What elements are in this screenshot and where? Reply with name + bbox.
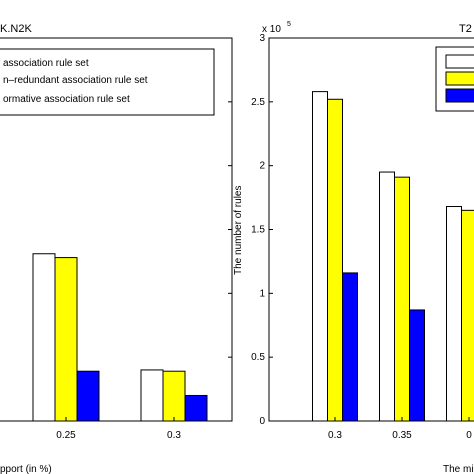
right-legend — [435, 46, 474, 112]
left-legend-box — [0, 48, 215, 116]
right-y-tick-label: 1.5 — [251, 225, 265, 236]
right-x-tick-label: 0 — [466, 430, 472, 441]
right-y-ticks: 0 0.5 1 1.5 2 2.5 3 — [251, 33, 273, 427]
right-y-tick-label: 0.5 — [251, 352, 265, 363]
right-bars — [312, 91, 474, 422]
right-y-tick-label: 3 — [259, 33, 265, 44]
right-bar-0-series-1 — [446, 206, 462, 422]
left-bar-0.3-series-1 — [140, 369, 164, 422]
legend-swatch-3 — [445, 88, 474, 103]
right-chart-title: T2 — [459, 23, 472, 35]
left-x-tick-label: 0.3 — [167, 430, 181, 441]
right-y-axis-label: The number of rules — [233, 186, 244, 276]
left-chart-title: K.N2K — [0, 23, 32, 35]
left-bars — [32, 253, 208, 422]
right-bar-0.3-series-3 — [342, 272, 358, 422]
legend-entry-1: association rule set — [3, 58, 89, 69]
right-x-tick-label: 0.35 — [392, 430, 412, 441]
right-y-exponent: 5 — [287, 21, 291, 28]
right-x-axis-label: The mi — [443, 464, 474, 474]
right-bar-0.35-series-2 — [394, 176, 410, 422]
right-y-multiplier: x 10 — [262, 24, 281, 35]
legend-entry-2: n–redundant association rule set — [3, 75, 148, 86]
right-y-tick-label: 1 — [259, 288, 265, 299]
right-bar-0.3-series-1 — [312, 91, 328, 422]
left-legend: association rule set n–redundant associa… — [0, 48, 215, 116]
right-bar-0-series-2 — [461, 209, 474, 422]
left-x-ticks: 0.25 0.3 — [56, 101, 232, 441]
left-x-tick-label: 0.25 — [56, 430, 76, 441]
left-chart: K.N2K 0.25 0.3 pport (in %) association r… — [0, 23, 233, 474]
left-x-axis-label: pport (in %) — [0, 464, 52, 474]
right-bar-0.35-series-3 — [409, 309, 425, 422]
right-bar-0.35-series-1 — [379, 171, 395, 422]
legend-entry-3: ormative association rule set — [3, 94, 130, 105]
right-bar-0.3-series-2 — [327, 98, 343, 422]
left-bar-0.3-series-3 — [184, 394, 208, 422]
left-bar-0.25-series-1 — [32, 253, 56, 422]
right-x-tick-label: 0.3 — [328, 430, 342, 441]
left-bar-0.25-series-2 — [54, 257, 78, 422]
right-y-tick-label: 2.5 — [251, 97, 265, 108]
left-bar-0.3-series-2 — [162, 370, 186, 422]
right-x-ticks: 0.3 0.35 0 — [328, 417, 472, 441]
left-bar-0.25-series-3 — [76, 370, 100, 422]
right-y-tick-label: 0 — [259, 416, 265, 427]
legend-swatch-1 — [445, 54, 474, 69]
legend-swatch-2 — [445, 71, 474, 86]
right-y-tick-label: 2 — [259, 161, 265, 172]
right-chart: T2 x 10 5 0 0.5 1 1.5 2 2.5 3 0.3 0.35 0 The num… — [233, 21, 474, 474]
